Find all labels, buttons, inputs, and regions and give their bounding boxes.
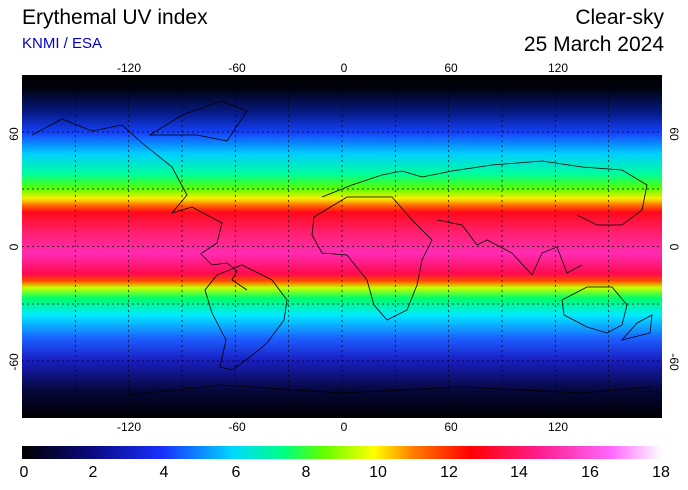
colorbar-tick: 14 [510, 464, 528, 481]
colorbar-tick: 2 [88, 464, 98, 481]
lat-tick-left-1: 60 [7, 127, 21, 141]
graticule [22, 75, 662, 418]
uv-colorbar [22, 446, 662, 459]
lat-tick-right-2: 0 [667, 243, 681, 251]
map-credit: KNMI / ESA [22, 35, 103, 52]
map-title: Erythemal UV index [22, 6, 208, 29]
colorbar-tick: 12 [440, 464, 458, 481]
lon-tick-top-5: 120 [547, 61, 569, 75]
lat-tick-left-3: -60 [7, 353, 21, 371]
lat-tick-right-1: 60 [667, 127, 681, 141]
sky-condition: Clear-sky [575, 6, 664, 29]
lat-tick-left-2: 0 [7, 243, 21, 251]
coastlines [31, 100, 653, 396]
lon-tick-bottom-1: -120 [116, 420, 142, 434]
map-date: 25 March 2024 [523, 33, 664, 56]
lon-tick-bottom-5: 120 [547, 420, 569, 434]
colorbar-tick: 8 [301, 464, 311, 481]
uv-map [22, 75, 662, 418]
colorbar-tick: 6 [231, 464, 241, 481]
lon-tick-top-3: 0 [340, 61, 348, 75]
lon-tick-top-2: -60 [228, 61, 246, 75]
colorbar-tick: 4 [159, 464, 169, 481]
lon-tick-top-1: -120 [116, 61, 142, 75]
lat-tick-right-3: -60 [667, 353, 681, 371]
map-overlay [22, 75, 662, 418]
lon-tick-bottom-2: -60 [228, 420, 246, 434]
lon-tick-top-4: 60 [444, 61, 458, 75]
colorbar-tick: 0 [19, 464, 29, 481]
colorbar-tick: 16 [581, 464, 599, 481]
lon-tick-bottom-4: 60 [444, 420, 458, 434]
lon-tick-bottom-3: 0 [340, 420, 348, 434]
colorbar-tick: 10 [369, 464, 387, 481]
colorbar-tick: 18 [652, 464, 670, 481]
